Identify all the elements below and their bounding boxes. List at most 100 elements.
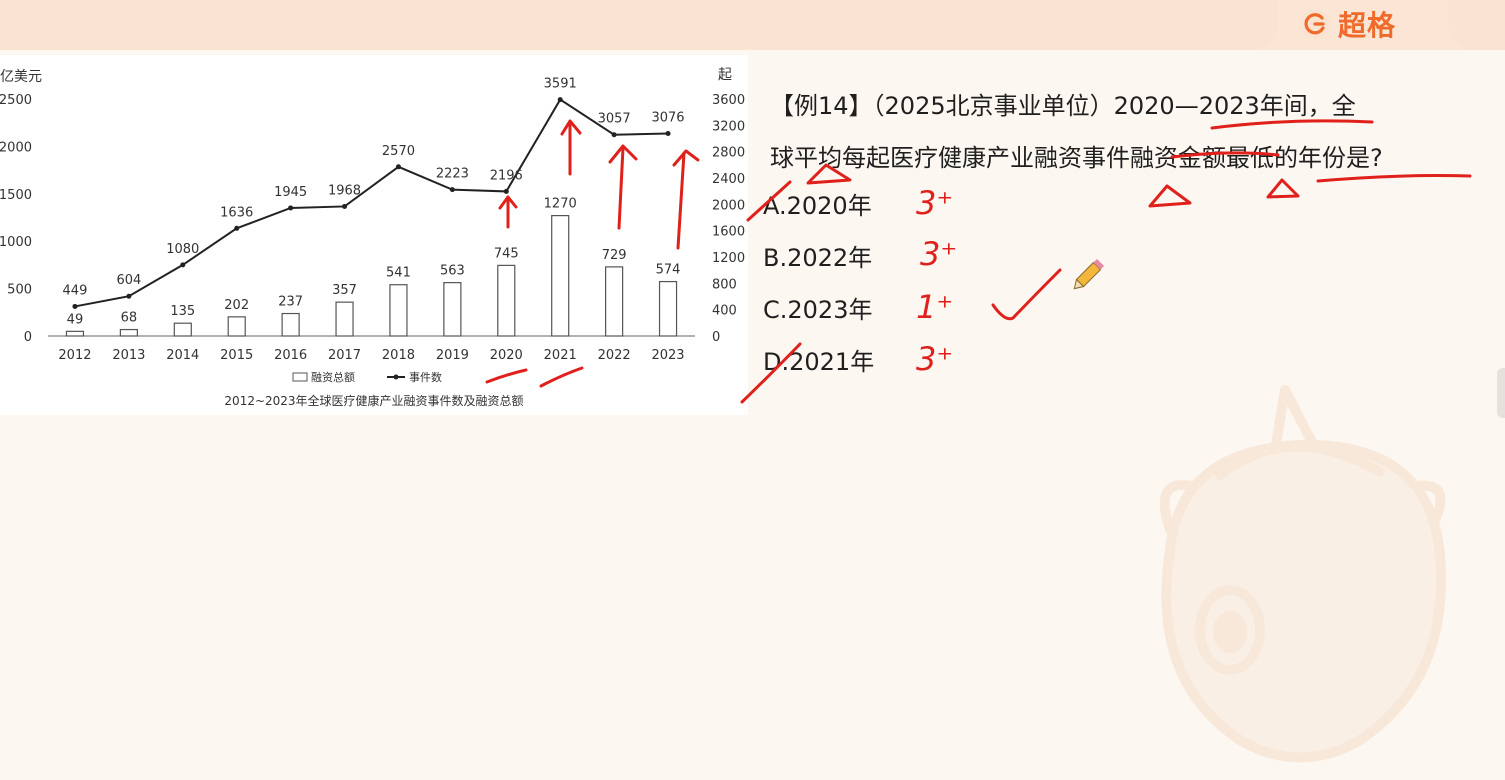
category-label: 2018 xyxy=(382,348,415,363)
bar xyxy=(227,316,246,337)
pencil-icon xyxy=(1073,258,1105,290)
check-icon xyxy=(991,268,1062,321)
option-a[interactable]: A.2020年 xyxy=(763,192,872,220)
bar xyxy=(119,328,138,337)
line-point xyxy=(611,132,617,138)
mark-c: 1⁺ xyxy=(916,288,953,326)
category-label: 2013 xyxy=(112,348,145,363)
line-point xyxy=(180,262,186,268)
category-label: 2012 xyxy=(58,348,91,363)
category-label: 2023 xyxy=(651,348,684,363)
right-tick-label: 0 xyxy=(712,330,720,345)
right-tick-label: 1600 xyxy=(712,225,745,240)
line-series xyxy=(74,98,669,308)
line-value-label: 1945 xyxy=(274,185,307,200)
chart-title: 2012~2023年全球医疗健康产业融资事件数及融资总额 xyxy=(224,393,523,408)
chart-panel: 亿美元 起 0 500 1000 1500 2000 2500 0 400 800 1200 1600 2… xyxy=(0,55,748,415)
right-tick-label: 1200 xyxy=(712,251,745,266)
line-point xyxy=(234,225,240,231)
bar-value-label: 574 xyxy=(656,263,681,278)
left-tick-label: 2000 xyxy=(0,140,32,155)
category-label: 2017 xyxy=(328,348,361,363)
line-value-label: 604 xyxy=(116,273,141,288)
bar xyxy=(173,322,192,337)
line-value-label: 1968 xyxy=(328,183,361,198)
left-tick-label: 0 xyxy=(24,330,32,345)
bar xyxy=(658,280,678,337)
left-tick-label: 500 xyxy=(7,283,32,298)
line-value-label: 3591 xyxy=(544,77,577,92)
line-value-label: 1636 xyxy=(220,205,253,220)
option-d[interactable]: D.2021年 xyxy=(763,348,875,376)
category-label: 2014 xyxy=(166,348,199,363)
bar xyxy=(605,266,624,337)
brand-name: 超格 xyxy=(1338,9,1397,42)
line-value-label: 2196 xyxy=(490,168,523,183)
bar-value-label: 49 xyxy=(67,312,84,327)
line-point xyxy=(72,303,78,309)
right-tick-label: 2400 xyxy=(712,172,745,187)
bar xyxy=(335,301,354,337)
legend-bar-label: 融资总额 xyxy=(311,370,355,384)
line-point xyxy=(342,203,348,209)
bar-value-label: 563 xyxy=(440,264,465,279)
line-point xyxy=(557,97,563,103)
bar xyxy=(551,215,570,337)
line-value-label: 3076 xyxy=(651,110,684,125)
line-point xyxy=(665,130,671,136)
side-panel-tab[interactable] xyxy=(1497,368,1505,418)
bar-value-label: 202 xyxy=(224,298,249,313)
bar xyxy=(389,284,408,337)
bar xyxy=(497,264,516,337)
category-label: 2019 xyxy=(436,348,469,363)
combo-chart: 亿美元 起 0 500 1000 1500 2000 2500 0 400 800 1200 1600 2… xyxy=(0,67,745,408)
left-tick-label: 2500 xyxy=(0,93,32,108)
mark-a: 3⁺ xyxy=(916,184,953,222)
line-point xyxy=(503,188,509,194)
option-c[interactable]: C.2023年 xyxy=(763,296,873,324)
right-tick-label: 2000 xyxy=(712,198,745,213)
category-label: 2021 xyxy=(544,348,577,363)
category-label: 2022 xyxy=(598,348,631,363)
legend-line-marker xyxy=(393,374,399,380)
right-tick-label: 3600 xyxy=(712,93,745,108)
category-label: 2016 xyxy=(274,348,307,363)
line-point xyxy=(449,187,455,193)
bar xyxy=(65,330,85,337)
bar-value-label: 357 xyxy=(332,283,357,298)
legend-bar-swatch xyxy=(292,372,308,382)
brand: 超格 xyxy=(1300,4,1396,44)
brand-g-icon xyxy=(1300,9,1330,39)
bar-value-label: 135 xyxy=(170,304,195,319)
bar-value-label: 541 xyxy=(386,266,411,281)
category-label: 2015 xyxy=(220,348,253,363)
bar-value-label: 745 xyxy=(494,246,519,261)
mark-b: 3⁺ xyxy=(920,235,957,273)
line-point xyxy=(126,293,132,299)
question-text: 【例14】（2025北京事业单位）2020—2023年间，全 球平均每起医疗健康… xyxy=(770,80,1500,184)
bar-value-label: 237 xyxy=(278,295,303,310)
bar xyxy=(281,312,300,337)
right-tick-label: 3200 xyxy=(712,119,745,134)
category-label: 2020 xyxy=(490,348,523,363)
right-tick-label: 800 xyxy=(712,277,737,292)
bar xyxy=(443,282,462,337)
line-value-label: 3057 xyxy=(598,112,631,127)
option-b[interactable]: B.2022年 xyxy=(763,244,873,272)
triangle-mark xyxy=(1148,184,1192,208)
bar-value-label: 729 xyxy=(602,248,627,263)
legend-line-label: 事件数 xyxy=(409,371,442,384)
right-tick-label: 400 xyxy=(712,304,737,319)
right-axis-label: 起 xyxy=(718,67,732,83)
question-line-2: 球平均每起医疗健康产业融资事件融资金额最低的年份是? xyxy=(770,144,1383,172)
line-point xyxy=(395,164,401,170)
top-bar-right-panel xyxy=(1448,0,1505,50)
line-point xyxy=(288,205,294,211)
left-axis-label: 亿美元 xyxy=(0,69,42,85)
top-bar-left-panel xyxy=(0,0,1278,50)
mark-d: 3⁺ xyxy=(916,340,953,378)
left-tick-label: 1000 xyxy=(0,235,32,250)
bar-value-label: 1270 xyxy=(544,197,577,212)
unicorn-mascot-watermark xyxy=(1159,385,1446,763)
line-value-label: 449 xyxy=(63,283,88,298)
